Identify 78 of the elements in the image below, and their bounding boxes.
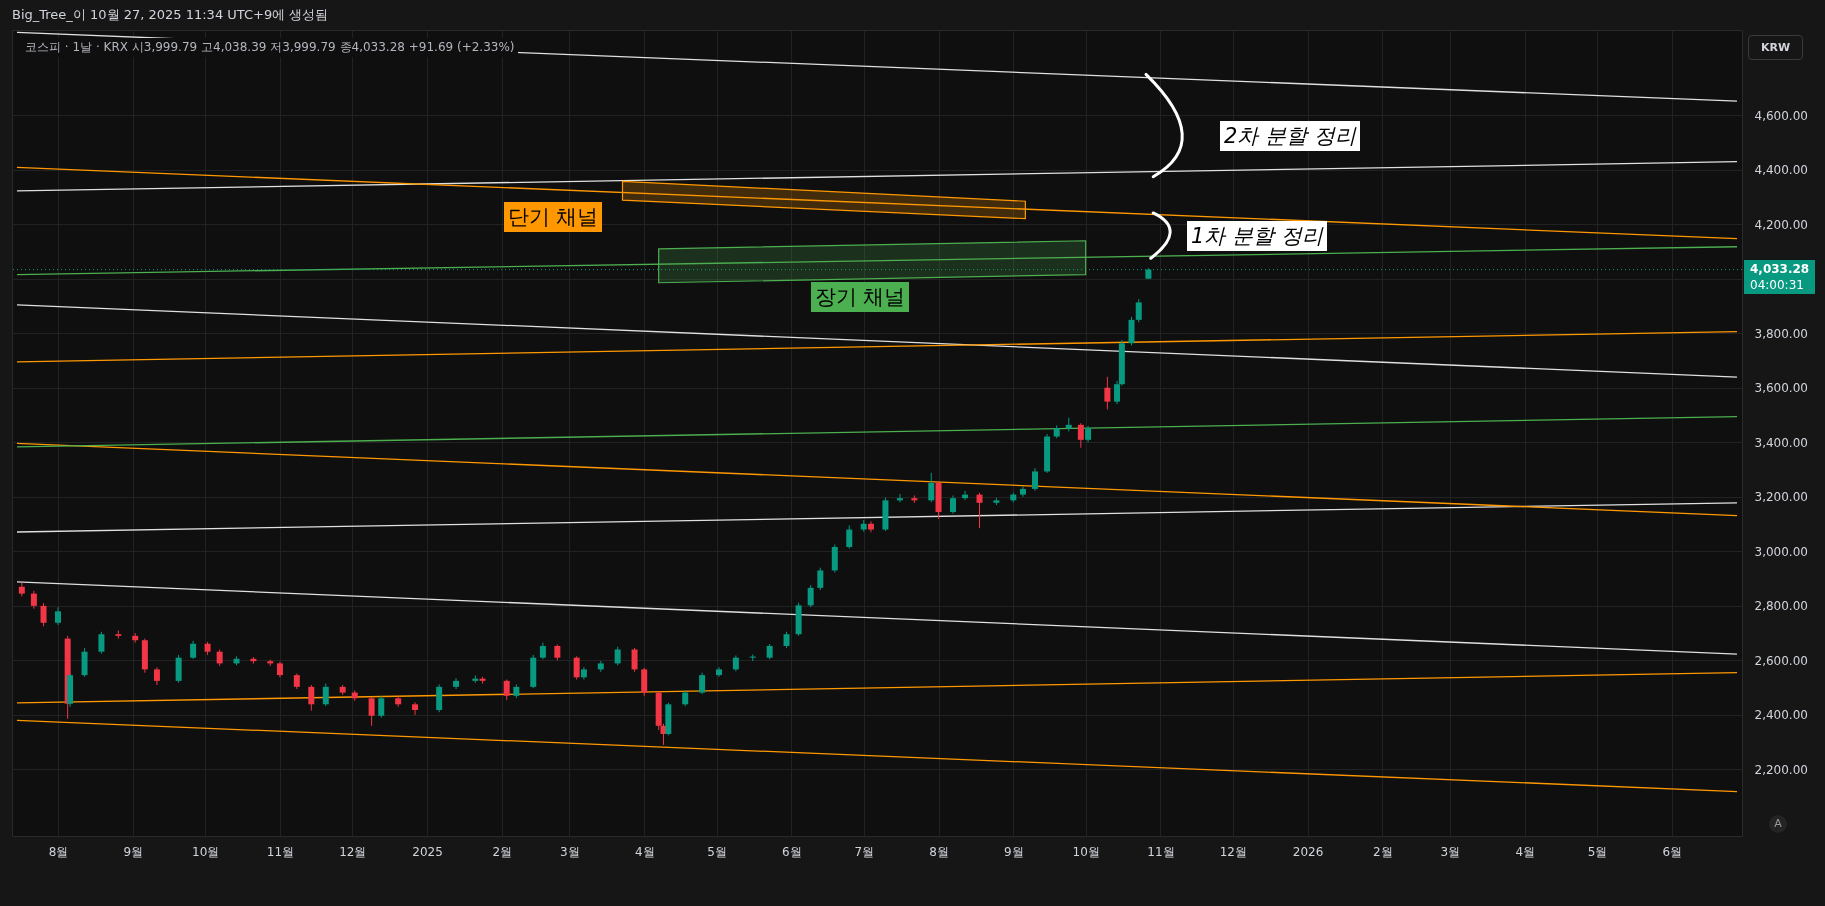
annotation: 단기 채널 xyxy=(503,202,603,232)
x-tick-label: 3월 xyxy=(1440,844,1461,859)
y-tick-label: 2,600.00 xyxy=(1754,653,1808,668)
candlestick xyxy=(503,678,510,701)
text: 04:00:31 xyxy=(1750,276,1805,293)
candlestick xyxy=(831,544,838,574)
candlestick xyxy=(928,472,935,503)
candlestick xyxy=(368,696,375,727)
candlestick xyxy=(1019,485,1026,498)
y-tick-label: 3,600.00 xyxy=(1754,381,1808,396)
x-tick-label: 5월 xyxy=(1587,844,1608,859)
candlestick xyxy=(378,695,385,719)
candlestick xyxy=(1128,316,1135,346)
candlestick xyxy=(412,701,419,716)
candlestick xyxy=(81,647,88,678)
x-tick-label: 2025 xyxy=(412,844,443,859)
candlestick xyxy=(40,602,47,627)
candlestick xyxy=(1135,298,1142,323)
candlestick xyxy=(453,677,460,690)
candlestick xyxy=(1032,467,1039,492)
y-tick-label: 4,400.00 xyxy=(1754,163,1808,178)
candlestick xyxy=(98,631,105,655)
x-tick-label: 4월 xyxy=(1515,844,1536,859)
candlestick xyxy=(1077,422,1084,449)
ref-line-label: 4,033.28 xyxy=(1750,260,1810,277)
x-tick-label: 9월 xyxy=(1003,844,1024,859)
y-tick-label: 4,600.00 xyxy=(1754,108,1808,123)
x-tick-label: 10월 xyxy=(192,844,220,859)
x-tick-label: 8월 xyxy=(929,844,949,859)
y-tick-label: 3,800.00 xyxy=(1754,326,1808,341)
annotation: 장기 채널 xyxy=(810,282,910,312)
x-tick-label: 11월 xyxy=(266,844,295,859)
x-tick-label: 2026 xyxy=(1292,844,1324,859)
candlestick xyxy=(308,684,315,712)
annotation: 2차 분할 정리 xyxy=(1220,121,1360,151)
y-tick-label: 2,800.00 xyxy=(1754,599,1808,614)
candlestick xyxy=(1104,376,1111,411)
y-tick-label: 2,200.00 xyxy=(1754,762,1808,777)
candlestick xyxy=(896,493,903,503)
candlestick xyxy=(175,654,182,684)
candlestick xyxy=(817,567,824,591)
candlestick xyxy=(867,520,874,533)
x-tick-label: 2월 xyxy=(492,844,513,859)
candlestick xyxy=(641,667,648,697)
x-tick-label: 2월 xyxy=(1373,844,1393,859)
candlestick xyxy=(976,492,983,529)
text: 코스피 · 1날 · KRX 시3,999.79 고4,038.39 저3,999.79 종4,033.28 +91.69 (+2.33%) xyxy=(22,38,518,57)
x-tick-label: 6월 xyxy=(1662,844,1683,859)
candlestick xyxy=(846,524,853,550)
candlestick xyxy=(631,647,638,673)
candlestick xyxy=(949,494,956,515)
x-tick-label: 11월 xyxy=(1147,844,1175,859)
y-tick-label: 3,400.00 xyxy=(1754,435,1808,450)
x-tick-label: 9월 xyxy=(123,844,144,859)
text: KRW xyxy=(1748,35,1804,60)
x-tick-label: 8월 xyxy=(48,844,69,859)
y-tick-label: 4,200.00 xyxy=(1754,217,1808,232)
text: A xyxy=(1769,815,1787,833)
x-tick-label: 6월 xyxy=(782,844,802,859)
candlestick xyxy=(190,640,197,660)
candlestick xyxy=(573,655,580,680)
x-tick-label: 7월 xyxy=(854,844,875,859)
candlestick xyxy=(614,646,621,666)
annotation: 1차 분할 정리 xyxy=(1187,221,1327,251)
x-tick-label: 10월 xyxy=(1072,844,1100,859)
x-tick-label: 12월 xyxy=(339,844,367,859)
candlestick xyxy=(699,672,706,695)
x-tick-label: 12월 xyxy=(1219,844,1247,859)
candlestick xyxy=(807,584,814,608)
y-tick-label: 3,200.00 xyxy=(1754,490,1808,505)
y-tick-label: 3,000.00 xyxy=(1754,544,1808,559)
text: Big_Tree_이 10월 27, 2025 11:34 UTC+9에 생성됨 xyxy=(12,6,329,24)
y-tick-label: 2,400.00 xyxy=(1754,708,1808,723)
x-tick-label: 4월 xyxy=(634,844,655,859)
x-tick-label: 3월 xyxy=(560,844,580,859)
x-tick-label: 5월 xyxy=(707,844,727,859)
candlestick xyxy=(322,683,329,707)
candlestick xyxy=(436,683,443,713)
